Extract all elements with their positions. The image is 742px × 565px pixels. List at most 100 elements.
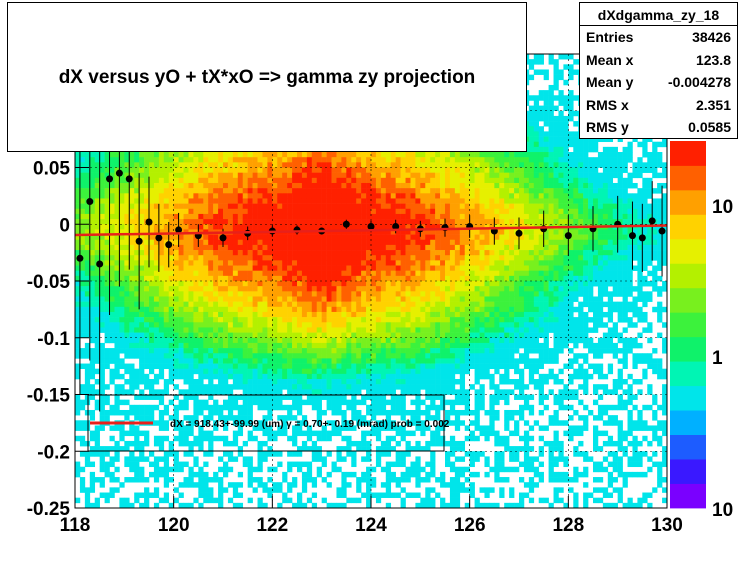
heatmap-cell	[287, 250, 293, 256]
heatmap-cell	[321, 265, 327, 271]
heatmap-cell	[188, 482, 194, 488]
heatmap-cell	[223, 182, 229, 189]
heatmap-cell	[331, 229, 337, 235]
heatmap-cell	[380, 203, 387, 210]
heatmap-cell	[356, 477, 362, 483]
heatmap-cell	[375, 157, 382, 163]
heatmap-cell	[84, 368, 91, 375]
heatmap-cell	[208, 188, 214, 194]
heatmap-cell	[371, 291, 377, 297]
heatmap-cell	[208, 497, 214, 504]
heatmap-cell	[183, 291, 189, 297]
heatmap-cell	[227, 348, 234, 354]
heatmap-cell	[331, 203, 337, 210]
heatmap-cell	[267, 327, 273, 333]
heatmap-cell	[168, 172, 174, 179]
heatmap-cell	[366, 198, 372, 204]
heatmap-cell	[380, 270, 387, 277]
heatmap-cell	[232, 456, 239, 462]
heatmap-cell	[193, 296, 199, 302]
heatmap-cell	[232, 301, 239, 308]
heatmap-cell	[301, 440, 308, 447]
heatmap-cell	[208, 342, 214, 349]
heatmap-cell	[316, 327, 322, 333]
heatmap-cell	[223, 244, 229, 251]
heatmap-cell	[311, 456, 318, 462]
heatmap-cell	[149, 389, 155, 395]
heatmap-cell	[292, 172, 298, 179]
heatmap-cell	[223, 353, 229, 359]
heatmap-cell	[79, 193, 86, 199]
heatmap-cell	[395, 167, 401, 173]
heatmap-cell	[257, 420, 263, 426]
heatmap-cell	[247, 435, 253, 442]
heatmap-cell	[168, 322, 174, 328]
heatmap-cell	[252, 399, 258, 406]
heatmap-cell	[144, 296, 150, 302]
heatmap-cell	[292, 379, 298, 385]
heatmap-cell	[168, 296, 174, 302]
heatmap-cell	[218, 322, 224, 328]
heatmap-cell	[114, 255, 120, 261]
heatmap-cell	[395, 379, 401, 385]
heatmap-cell	[109, 337, 115, 344]
heatmap-cell	[361, 198, 367, 204]
heatmap-cell	[188, 219, 194, 225]
heatmap-cell	[218, 265, 224, 271]
heatmap-cell	[267, 260, 273, 266]
heatmap-cell	[257, 250, 263, 256]
heatmap-cell	[84, 394, 91, 400]
heatmap-cell	[232, 358, 239, 364]
heatmap-cell	[183, 193, 189, 199]
heatmap-cell	[183, 172, 189, 179]
heatmap-cell	[395, 162, 401, 168]
heatmap-cell	[301, 399, 308, 406]
heatmap-cell	[144, 358, 150, 364]
heatmap-cell	[301, 301, 308, 308]
heatmap-cell	[134, 198, 140, 204]
heatmap-cell	[163, 270, 170, 277]
heatmap-cell	[183, 224, 189, 230]
heatmap-cell	[188, 244, 194, 251]
heatmap-cell	[129, 451, 135, 457]
heatmap-cell	[208, 394, 214, 400]
heatmap-cell	[109, 296, 115, 302]
heatmap-cell	[99, 451, 105, 457]
heatmap-cell	[356, 177, 362, 184]
heatmap-cell	[262, 451, 268, 457]
heatmap-cell	[292, 198, 298, 204]
heatmap-cell	[321, 337, 327, 344]
heatmap-cell	[375, 311, 382, 318]
heatmap-cell	[84, 384, 91, 390]
heatmap-cell	[198, 317, 204, 323]
heatmap-cell	[262, 286, 268, 292]
heatmap-cell	[341, 471, 347, 478]
heatmap-cell	[371, 409, 377, 416]
heatmap-cell	[84, 373, 91, 380]
heatmap-cell	[99, 409, 105, 416]
heatmap-cell	[242, 177, 248, 184]
heatmap-cell	[341, 296, 347, 302]
heatmap-cell	[104, 311, 110, 318]
heatmap-cell	[173, 213, 179, 220]
heatmap-cell	[99, 219, 105, 225]
heatmap-cell	[79, 317, 86, 323]
heatmap-cell	[341, 177, 347, 184]
heatmap-cell	[336, 389, 342, 395]
heatmap-cell	[371, 157, 377, 163]
heatmap-cell	[395, 213, 401, 220]
heatmap-cell	[242, 342, 248, 349]
heatmap-cell	[346, 420, 352, 426]
heatmap-cell	[390, 342, 396, 349]
heatmap-cell	[153, 456, 160, 462]
heatmap-cell	[301, 430, 308, 437]
heatmap-cell	[321, 435, 327, 442]
heatmap-cell	[104, 152, 110, 158]
heatmap-cell	[114, 317, 120, 323]
heatmap-cell	[237, 291, 244, 297]
heatmap-cell	[390, 379, 396, 385]
heatmap-cell	[311, 291, 318, 297]
heatmap-cell	[321, 327, 327, 333]
heatmap-cell	[114, 281, 120, 287]
heatmap-cell	[104, 332, 110, 339]
